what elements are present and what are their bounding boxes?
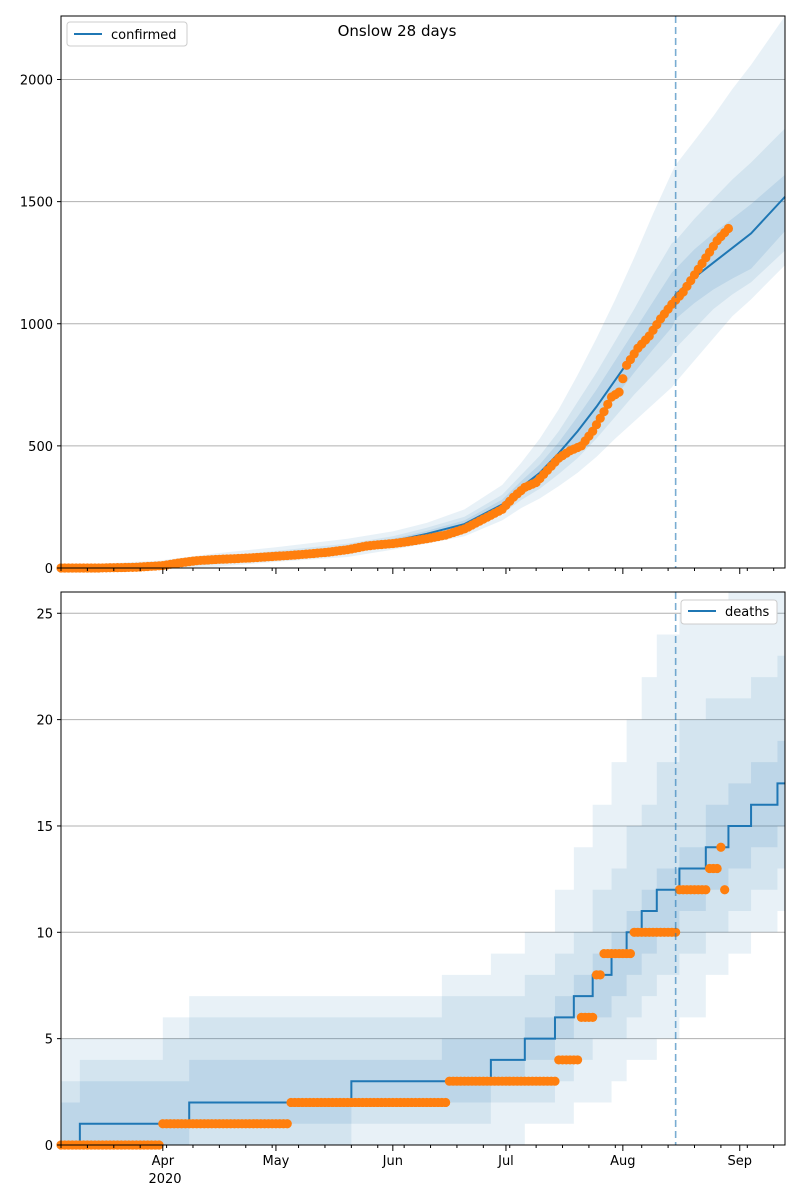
xtick-label-jul: Jul — [497, 1154, 514, 1169]
deaths-ytick-label: 10 — [36, 926, 53, 941]
confirmed-band-0 — [61, 16, 785, 568]
xtick-label-apr: Apr — [152, 1154, 175, 1169]
deaths-observed-point — [550, 1076, 560, 1086]
deaths-ytick-label: 20 — [36, 714, 53, 729]
xtick-label-jun: Jun — [382, 1154, 403, 1169]
deaths-panel: 0 5 10 15 20 25 Apr May Jun Jul Aug Sep — [36, 591, 786, 1169]
deaths-band-2 — [61, 740, 785, 1145]
deaths-observed-point — [588, 1012, 598, 1022]
confirmed-observed-point — [723, 223, 734, 234]
deaths-observed-point — [712, 863, 722, 874]
confirmed-observed-point — [599, 407, 609, 417]
confirmed-observed-point — [603, 399, 613, 409]
deaths-observed-point — [625, 948, 635, 959]
deaths-band-1 — [61, 655, 785, 1145]
confirmed-ytick-label: 2000 — [20, 74, 53, 89]
deaths-ytick-label: 5 — [45, 1033, 53, 1048]
legend-confirmed-label: confirmed — [111, 28, 177, 43]
deaths-observed-point — [720, 885, 730, 895]
legend-deaths-label: deaths — [725, 605, 770, 620]
chart-title: Onslow 28 days — [338, 22, 457, 40]
xtick-label-aug: Aug — [610, 1154, 635, 1169]
deaths-band-0 — [61, 592, 785, 1145]
deaths-observed-point — [573, 1055, 583, 1065]
deaths-observed-point — [282, 1119, 292, 1129]
confirmed-ytick-label: 1500 — [20, 196, 53, 211]
deaths-observed-point — [701, 885, 711, 895]
xtick-label-may: May — [262, 1154, 289, 1169]
confirmed-ytick-label: 500 — [28, 440, 53, 455]
confirmed-ytick-label: 1000 — [20, 318, 53, 333]
deaths-observed-point — [595, 970, 605, 980]
confirmed-observed-point — [618, 374, 628, 384]
deaths-ytick-label: 15 — [36, 820, 53, 835]
xtick-label-sep: Sep — [727, 1154, 752, 1169]
deaths-axes-frame — [60, 591, 786, 1146]
confirmed-panel: 0 500 1000 1500 2000 — [20, 15, 786, 577]
deaths-observed-point — [716, 842, 726, 852]
legend-deaths: deaths — [680, 599, 778, 625]
confirmed-ytick-label: 0 — [45, 562, 53, 577]
deaths-ytick-label: 25 — [36, 607, 53, 622]
confirmed-axes-frame — [60, 15, 786, 569]
legend-confirmed: confirmed — [66, 21, 188, 47]
deaths-observed-point — [441, 1097, 451, 1108]
x-year-label: 2020 — [148, 1172, 181, 1187]
deaths-observed-point — [671, 927, 681, 937]
confirmed-observed-point — [614, 387, 624, 397]
deaths-ytick-label: 0 — [45, 1139, 53, 1154]
